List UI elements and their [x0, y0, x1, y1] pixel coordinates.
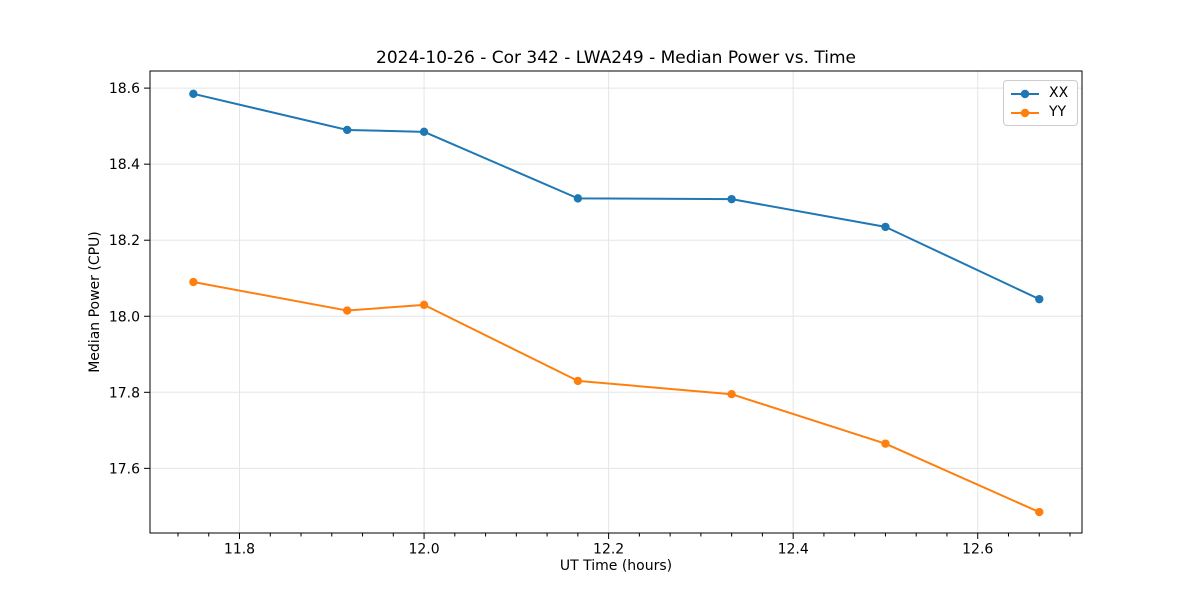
- x-minor-ticks: [177, 533, 1071, 537]
- data-point-YY: [419, 300, 429, 310]
- y-tick-label: 17.8: [109, 385, 140, 401]
- y-axis-ticks: 17.6 17.8 18.0 18.2 18.4 18.6: [109, 81, 150, 477]
- legend-item-XX: XX: [1010, 84, 1068, 103]
- chart-title: 2024-10-26 - Cor 342 - LWA249 - Median P…: [376, 48, 856, 68]
- data-point-XX: [1035, 294, 1044, 304]
- y-tick-label: 18.4: [109, 157, 140, 173]
- x-axis-ticks: 11.8 12.0 12.2 12.4 12.6: [224, 533, 993, 558]
- data-point-XX: [881, 222, 890, 232]
- plot-spines: [149, 70, 1083, 534]
- x-tick-label: 12.6: [962, 542, 993, 558]
- series-line-XX: [192, 92, 1041, 301]
- legend: XX YY: [1003, 80, 1079, 126]
- data-point-YY: [189, 277, 198, 287]
- y-tick-label: 18.0: [109, 309, 140, 325]
- legend-marker-icon: [1011, 89, 1039, 98]
- y-tick-label: 17.6: [109, 461, 140, 477]
- legend-label: XX: [1049, 85, 1069, 101]
- y-tick-label: 18.2: [109, 233, 140, 249]
- y-axis-label: Median Power (CPU): [87, 231, 103, 373]
- data-point-XX: [342, 125, 352, 135]
- x-tick-label: 11.8: [224, 542, 255, 558]
- x-tick-label: 12.0: [408, 542, 439, 558]
- series-XX: [189, 89, 1044, 304]
- data-point-YY: [727, 390, 736, 399]
- x-axis-label: UT Time (hours): [559, 558, 673, 574]
- data-point-YY: [573, 376, 583, 386]
- data-point-XX: [189, 89, 198, 99]
- gridlines: [150, 71, 1082, 533]
- data-point-XX: [727, 194, 736, 204]
- data-point-YY: [881, 439, 890, 448]
- data-point-XX: [573, 194, 583, 203]
- data-point-YY: [1035, 507, 1044, 517]
- y-tick-label: 18.6: [109, 81, 140, 97]
- legend-item-YY: YY: [1010, 103, 1068, 122]
- x-tick-label: 12.2: [593, 542, 624, 558]
- data-point-YY: [342, 306, 352, 315]
- series-YY: [189, 277, 1044, 517]
- data-point-XX: [419, 127, 429, 137]
- x-tick-label: 12.4: [778, 542, 809, 558]
- legend-label: YY: [1049, 104, 1067, 120]
- legend-marker-icon: [1011, 108, 1039, 117]
